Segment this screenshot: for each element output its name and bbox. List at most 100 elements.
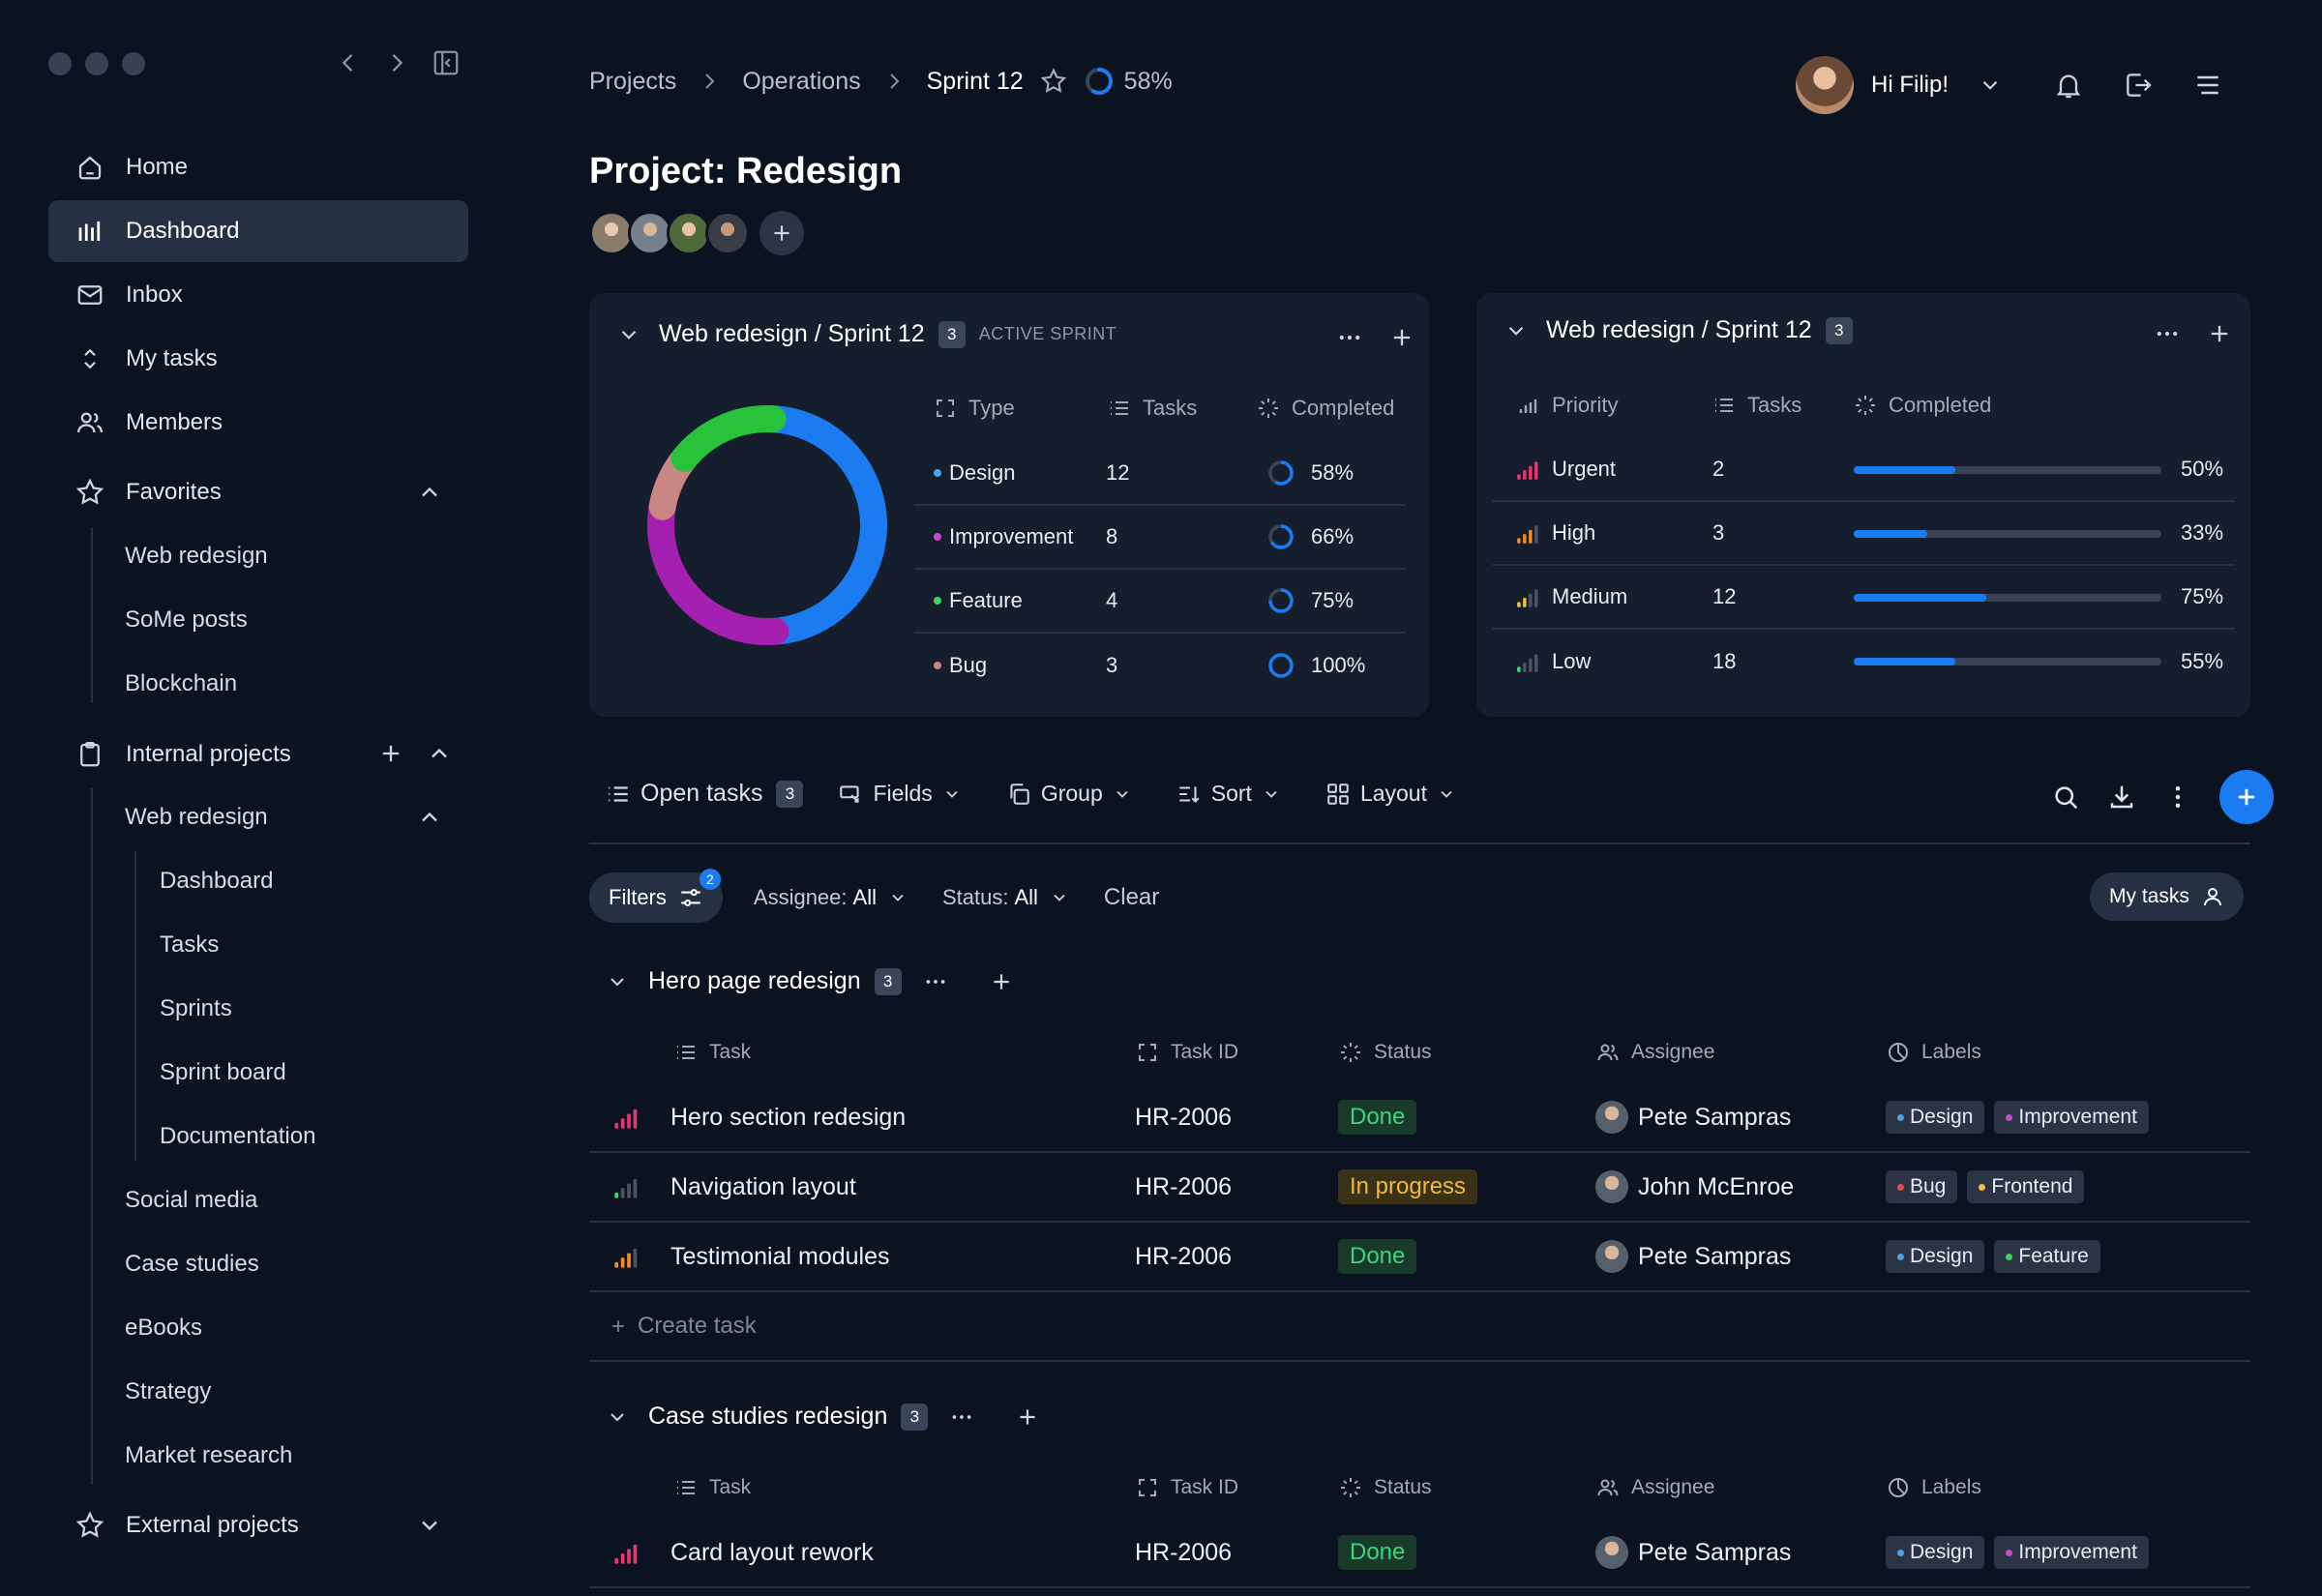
filters-button[interactable]: Filters 2: [589, 869, 723, 923]
plus-icon[interactable]: [1388, 324, 1415, 351]
status-badge[interactable]: Done: [1338, 1239, 1417, 1274]
more-icon[interactable]: [949, 1404, 974, 1430]
task-row[interactable]: Navigation layout HR-2006 In progress Jo…: [589, 1153, 2250, 1223]
search-icon[interactable]: [2051, 783, 2080, 812]
group-header[interactable]: Hero page redesign 3: [606, 967, 1033, 995]
web-redesign-item[interactable]: Tasks: [160, 931, 220, 958]
download-icon[interactable]: [2107, 783, 2136, 812]
task-name[interactable]: Hero section redesign: [670, 1103, 907, 1131]
logout-icon[interactable]: [2123, 70, 2154, 101]
label-tag[interactable]: Improvement: [1994, 1536, 2149, 1569]
internal-project-item[interactable]: Case studies: [125, 1251, 259, 1277]
internal-project-item[interactable]: eBooks: [125, 1315, 203, 1341]
star-icon[interactable]: [1039, 67, 1068, 96]
assignee-cell[interactable]: Pete Sampras: [1595, 1083, 1791, 1151]
kebab-menu-icon[interactable]: [2163, 783, 2192, 812]
sidebar-toggle-icon[interactable]: [432, 48, 461, 77]
sort-button[interactable]: Sort: [1176, 781, 1291, 807]
chevron-up-icon[interactable]: [416, 804, 443, 831]
status-badge[interactable]: In progress: [1338, 1169, 1478, 1204]
member-avatar[interactable]: [628, 211, 672, 255]
status-filter[interactable]: Status: All: [942, 885, 1069, 910]
donut-segment-feature[interactable]: [670, 405, 787, 472]
task-row[interactable]: Hero section redesign HR-2006 Done Pete …: [589, 1083, 2250, 1153]
breadcrumb-operations[interactable]: Operations: [742, 67, 861, 95]
member-avatar[interactable]: [705, 211, 750, 255]
menu-icon[interactable]: [2192, 70, 2223, 101]
more-icon[interactable]: [923, 969, 948, 994]
column-header-assignee[interactable]: Assignee: [1596, 1041, 1714, 1064]
assignee-filter[interactable]: Assignee: All: [754, 885, 908, 910]
add-task-button[interactable]: [2219, 770, 2274, 824]
web-redesign-item[interactable]: Sprints: [160, 995, 232, 1021]
sidebar-item-web-redesign[interactable]: Web redesign: [125, 804, 268, 830]
column-header-task[interactable]: Task: [674, 1476, 751, 1499]
task-name[interactable]: Testimonial modules: [670, 1242, 890, 1270]
status-badge[interactable]: Done: [1338, 1535, 1417, 1570]
favorite-item[interactable]: Blockchain: [125, 670, 238, 696]
breadcrumb-projects[interactable]: Projects: [589, 67, 677, 95]
open-tasks-tab[interactable]: Open tasks 3: [606, 780, 804, 808]
fields-button[interactable]: Fields: [838, 781, 970, 807]
chevron-up-icon[interactable]: [426, 740, 453, 767]
sidebar-item-inbox[interactable]: Inbox: [48, 264, 468, 326]
label-tag[interactable]: Design: [1886, 1536, 1985, 1569]
type-row[interactable]: Feature 4 75%: [914, 570, 1406, 634]
task-name[interactable]: Navigation layout: [670, 1172, 856, 1200]
sidebar-item-dashboard[interactable]: Dashboard: [48, 200, 468, 262]
favorites-header[interactable]: Favorites: [48, 461, 468, 523]
priority-row[interactable]: Urgent 2 50%: [1492, 438, 2235, 502]
plus-icon[interactable]: [1015, 1404, 1040, 1430]
chevron-down-icon[interactable]: [606, 1405, 629, 1429]
column-header-status[interactable]: Status: [1339, 1041, 1432, 1064]
column-header-labels[interactable]: Labels: [1887, 1476, 1981, 1499]
column-header-assignee[interactable]: Assignee: [1596, 1476, 1714, 1499]
sidebar-item-members[interactable]: Members: [48, 392, 468, 454]
priority-row[interactable]: Medium 12 75%: [1492, 566, 2235, 630]
internal-projects-header[interactable]: Internal projects: [48, 724, 468, 785]
assignee-cell[interactable]: John McEnroe: [1595, 1153, 1794, 1221]
more-icon[interactable]: [2154, 320, 2181, 347]
donut-segment-design[interactable]: [759, 405, 887, 645]
user-avatar[interactable]: [1796, 56, 1854, 114]
external-projects-header[interactable]: External projects: [48, 1494, 468, 1556]
type-row[interactable]: Design 12 58%: [914, 442, 1406, 506]
plus-icon[interactable]: [377, 740, 404, 767]
group-header[interactable]: Case studies redesign 3: [606, 1403, 1059, 1431]
forward-arrow-icon[interactable]: [383, 49, 410, 76]
type-row[interactable]: Improvement 8 66%: [914, 506, 1406, 570]
web-redesign-item[interactable]: Sprint board: [160, 1059, 286, 1085]
internal-project-item[interactable]: Social media: [125, 1187, 258, 1213]
priority-row[interactable]: High 3 33%: [1492, 502, 2235, 566]
back-arrow-icon[interactable]: [335, 49, 362, 76]
label-tag[interactable]: Feature: [1994, 1240, 2100, 1273]
plus-icon[interactable]: [989, 969, 1014, 994]
chevron-down-icon[interactable]: [616, 322, 641, 347]
close-window-button[interactable]: [48, 52, 72, 75]
column-header-task-id[interactable]: Task ID: [1136, 1476, 1238, 1499]
layout-button[interactable]: Layout: [1325, 781, 1466, 807]
web-redesign-item[interactable]: Documentation: [160, 1123, 316, 1149]
clear-filters-button[interactable]: Clear: [1103, 884, 1160, 910]
label-tag[interactable]: Frontend: [1967, 1170, 2085, 1203]
minimize-window-button[interactable]: [85, 52, 108, 75]
label-tag[interactable]: Design: [1886, 1101, 1985, 1134]
chevron-down-icon[interactable]: [416, 1512, 443, 1539]
chevron-down-icon[interactable]: [1978, 73, 2003, 98]
label-tag[interactable]: Design: [1886, 1240, 1985, 1273]
internal-project-item[interactable]: Market research: [125, 1442, 293, 1468]
bell-icon[interactable]: [2053, 70, 2084, 101]
group-button[interactable]: Group: [1006, 781, 1142, 807]
column-header-status[interactable]: Status: [1339, 1476, 1432, 1499]
more-icon[interactable]: [1336, 324, 1363, 351]
column-header-labels[interactable]: Labels: [1887, 1041, 1981, 1064]
column-header-task-id[interactable]: Task ID: [1136, 1041, 1238, 1064]
create-task-button[interactable]: Create task: [589, 1292, 2250, 1362]
priority-row[interactable]: Low 18 55%: [1492, 630, 2235, 694]
chevron-up-icon[interactable]: [416, 479, 443, 506]
label-tag[interactable]: Improvement: [1994, 1101, 2149, 1134]
web-redesign-item[interactable]: Dashboard: [160, 868, 274, 894]
label-tag[interactable]: Bug: [1886, 1170, 1958, 1203]
maximize-window-button[interactable]: [122, 52, 145, 75]
chevron-down-icon[interactable]: [606, 970, 629, 993]
